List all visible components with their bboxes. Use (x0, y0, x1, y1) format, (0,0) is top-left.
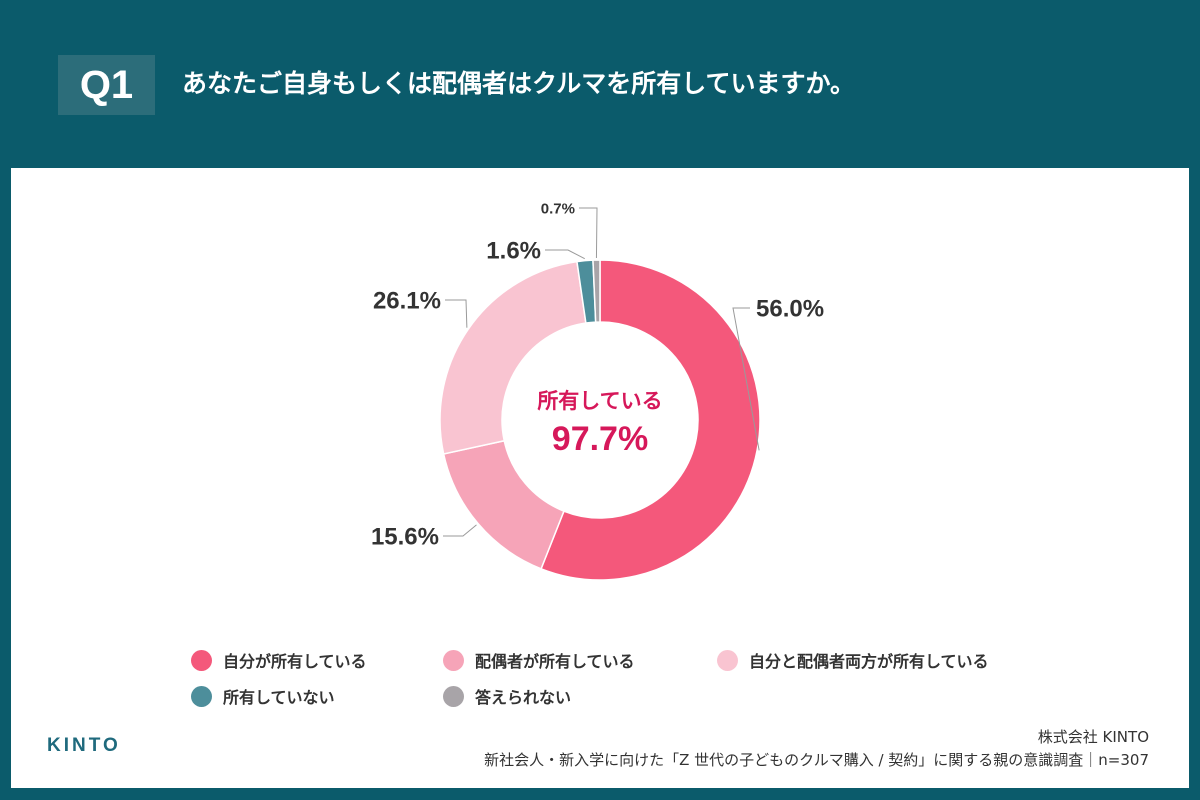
leader-line (443, 524, 477, 537)
legend-item-spouse: 配偶者が所有している (443, 648, 635, 672)
donut-chart: 56.0% 15.6% 26.1% 1.6% 0.7% 所有している 97.7% (371, 200, 824, 581)
data-label: 56.0% (756, 296, 824, 323)
legend-swatch (443, 685, 464, 707)
legend-swatch (717, 649, 738, 671)
legend-item-no-answer: 答えられない (443, 684, 571, 708)
legend-label: 配偶者が所有している (475, 652, 635, 671)
legend-label: 所有していない (223, 688, 335, 707)
kinto-logo: KINTO (47, 735, 121, 756)
legend-label: 答えられない (475, 688, 572, 707)
legend-item-both: 自分と配偶者両方が所有している (717, 648, 989, 672)
header: Q1 あなたご自身もしくは配偶者はクルマを所有していますか。 (0, 0, 1200, 168)
legend-item-not-owned: 所有していない (191, 684, 335, 708)
slice-spouse (442, 439, 565, 570)
question-title: あなたご自身もしくは配偶者はクルマを所有していますか。 (182, 69, 856, 98)
legend-item-self: 自分が所有している (191, 648, 367, 672)
legend-swatch (443, 649, 464, 671)
company-name: 株式会社 KINTO (1037, 728, 1149, 746)
data-label: 1.6% (486, 238, 541, 265)
leader-line (445, 299, 468, 328)
legend-swatch (191, 685, 212, 707)
leader-line (579, 207, 598, 259)
slice-both (439, 260, 587, 455)
leader-line (545, 249, 585, 260)
data-label: 15.6% (371, 524, 439, 551)
legend-label: 自分と配偶者両方が所有している (749, 652, 989, 671)
slice-self (540, 259, 761, 581)
center-label: 所有している (537, 389, 662, 413)
data-label: 0.7% (541, 200, 575, 217)
survey-source: 新社会人・新入学に向けた「Z 世代の子どものクルマ購入 / 契約」に関する親の意… (484, 751, 1149, 769)
data-label: 26.1% (373, 288, 441, 315)
legend-label: 自分が所有している (223, 652, 367, 671)
chart-panel: 56.0% 15.6% 26.1% 1.6% 0.7% 所有している 97.7% 自分が所有… (11, 168, 1189, 788)
question-number-badge: Q1 (58, 55, 155, 115)
center-value: 97.7% (552, 420, 648, 458)
leader-line (732, 307, 760, 451)
slice-no-answer (592, 259, 601, 323)
legend-swatch (191, 649, 212, 671)
